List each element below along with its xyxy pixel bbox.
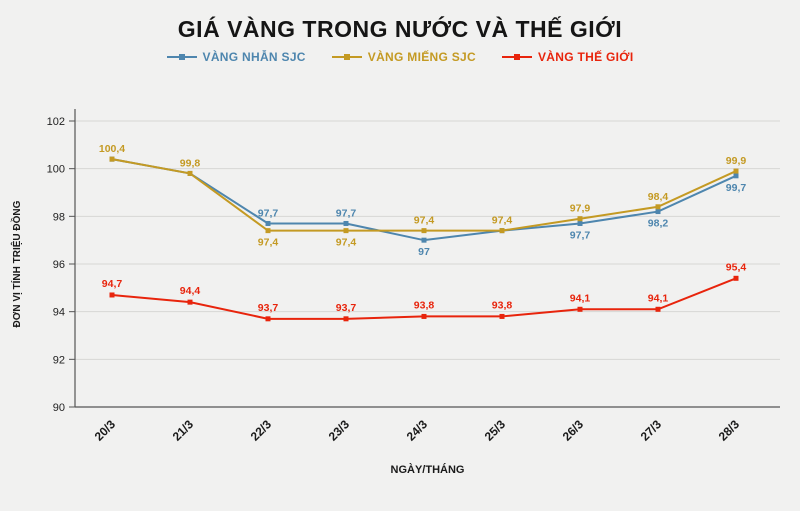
data-label: 93,8: [492, 299, 513, 311]
data-label: 100,4: [99, 143, 125, 155]
data-point: [421, 228, 427, 234]
data-point: [577, 216, 583, 222]
y-tick-label: 100: [47, 164, 65, 176]
data-label: 99,9: [726, 155, 747, 167]
legend: VÀNG NHẪN SJC VÀNG MIẾNG SJC VÀNG THẾ GIỚI: [0, 47, 800, 67]
data-label: 97,4: [336, 237, 357, 249]
y-tick-label: 96: [53, 259, 65, 271]
y-tick-label: 92: [53, 354, 65, 366]
y-tick-label: 94: [53, 307, 65, 319]
x-tick-label: 21/3: [170, 417, 197, 444]
data-label: 97,4: [492, 215, 513, 227]
data-point: [265, 220, 271, 226]
legend-item-2: VÀNG THẾ GIỚI: [501, 50, 634, 64]
x-tick-label: 28/3: [716, 417, 743, 444]
x-tick-label: 26/3: [560, 417, 587, 444]
data-label: 93,7: [336, 302, 357, 314]
data-point: [655, 204, 661, 210]
data-point: [421, 313, 427, 319]
data-point: [343, 220, 349, 226]
legend-label: VÀNG NHẪN SJC: [202, 50, 306, 64]
line-chart: 90 92 94 96 98 100 102 20/3 21/3 22/3 23/3 24/3 25/3…: [10, 109, 780, 476]
legend-item-0: VÀNG NHẪN SJC: [166, 50, 306, 64]
data-label: 93,7: [258, 302, 279, 314]
data-label: 99,8: [180, 157, 201, 169]
chart-title: GIÁ VÀNG TRONG NƯỚC VÀ THẾ GIỚI: [177, 16, 623, 42]
data-label: 97,4: [414, 215, 435, 227]
legend-label: VÀNG MIẾNG SJC: [367, 50, 476, 64]
data-label: 93,8: [414, 299, 435, 311]
x-tick-label: 22/3: [248, 417, 275, 444]
x-tick-label: 25/3: [482, 417, 509, 444]
legend-item-1: VÀNG MIẾNG SJC: [331, 50, 476, 64]
data-label: 97,7: [336, 207, 357, 219]
data-point: [733, 168, 739, 174]
data-point: [577, 220, 583, 226]
legend-marker: [331, 54, 362, 60]
data-label: 94,1: [648, 292, 669, 304]
data-label: 95,4: [726, 261, 747, 273]
data-point: [343, 316, 349, 322]
data-point: [265, 316, 271, 322]
x-tick-label: 23/3: [326, 417, 353, 444]
data-label: 97: [418, 246, 430, 258]
y-axis-title: ĐƠN VỊ TÍNH TRIỆU ĐỒNG: [10, 200, 23, 327]
x-axis-title: NGÀY/THÁNG: [391, 463, 465, 476]
data-point: [499, 313, 505, 319]
data-point: [577, 306, 583, 312]
data-point: [109, 156, 115, 162]
y-tick-label: 98: [53, 211, 65, 223]
data-label: 98,2: [648, 218, 669, 230]
data-point: [343, 228, 349, 234]
y-tick-label: 102: [47, 116, 65, 128]
data-label: 94,7: [102, 278, 123, 290]
data-point: [421, 237, 427, 243]
data-label: 97,4: [258, 237, 279, 249]
legend-label: VÀNG THẾ GIỚI: [537, 50, 634, 64]
data-point: [499, 228, 505, 234]
data-label: 99,7: [726, 182, 747, 194]
data-point: [187, 299, 193, 305]
data-label: 97,7: [258, 207, 279, 219]
data-label: 98,4: [648, 191, 669, 203]
y-tick-label: 90: [53, 402, 65, 414]
data-point: [109, 292, 115, 298]
legend-marker: [501, 54, 532, 60]
data-label: 97,7: [570, 229, 591, 241]
data-point: [733, 275, 739, 281]
data-point: [655, 209, 661, 215]
legend-marker: [166, 54, 197, 60]
x-tick-label: 24/3: [404, 417, 431, 444]
data-point: [265, 228, 271, 234]
x-tick-label: 27/3: [638, 417, 665, 444]
data-point: [733, 173, 739, 179]
chart-page: GIÁ VÀNG TRONG NƯỚC VÀ THẾ GIỚI VÀNG NHẪ…: [0, 16, 800, 511]
data-label: 97,9: [570, 203, 591, 215]
data-label: 94,1: [570, 292, 591, 304]
x-tick-label: 20/3: [92, 417, 119, 444]
data-label: 94,4: [180, 285, 201, 297]
data-point: [655, 306, 661, 312]
series-line-0: [111, 158, 737, 242]
data-point: [187, 170, 193, 176]
